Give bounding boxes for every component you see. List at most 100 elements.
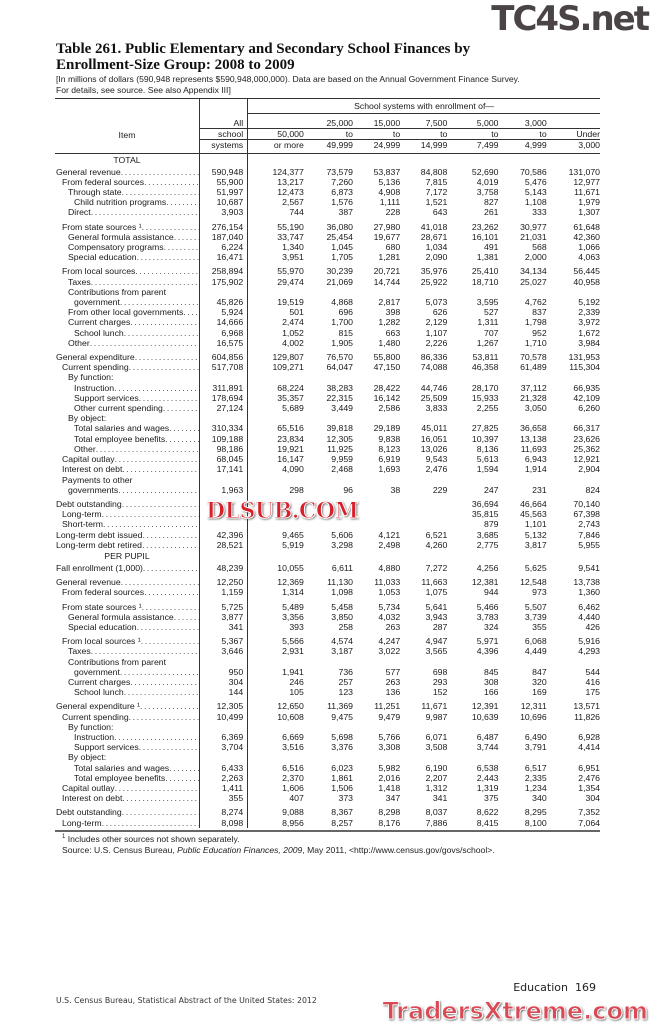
column-header: systems xyxy=(199,139,249,154)
row-label: By object: xyxy=(55,413,200,424)
table-row: From federal sources 55,900 13,217 7,260 5,1… xyxy=(55,176,600,188)
dot-leader xyxy=(113,722,198,732)
row-value: 11,663 xyxy=(421,577,448,588)
row-label-text: Current charges xyxy=(68,317,131,328)
row-label: Other current spending xyxy=(55,403,200,414)
row-value: 6,669 xyxy=(282,731,304,742)
dot-leader xyxy=(102,509,199,519)
row-value: 10,696 xyxy=(520,711,547,722)
row-value: 21,031 xyxy=(520,231,547,242)
row-value xyxy=(353,752,400,762)
row-label-wrap: From federal sources xyxy=(55,177,199,187)
row-value: 2,016 xyxy=(378,772,401,783)
watermark-top: TC4S.net xyxy=(491,0,650,39)
row-label-wrap: Instruction xyxy=(55,732,199,742)
table-row: Long-term 35,815 45,563 67,398 xyxy=(55,509,600,520)
row-label-text: Contributions from parent xyxy=(68,286,167,297)
row-value: 6,071 xyxy=(425,731,448,742)
table-title-line2: Enrollment-Size Group: 2008 to 2009 xyxy=(56,56,295,73)
row-value: 8,956 xyxy=(282,817,304,828)
row-value: 11,671 xyxy=(421,701,448,712)
row-value xyxy=(400,509,447,519)
row-label: By function: xyxy=(55,721,200,732)
row-value: 109,188 xyxy=(199,433,249,444)
row-value: 9,541 xyxy=(578,562,600,573)
row-value: 973 xyxy=(532,587,547,598)
table-row: Compensatory programs 6,224 1,340 1,045 680 1… xyxy=(55,242,600,253)
row-value: 3,817 xyxy=(524,539,547,550)
row-value: 11,826 xyxy=(574,711,600,722)
column-header: 7,499 xyxy=(476,140,499,151)
row-value: 847 xyxy=(532,666,547,677)
row-label: Contributions from parent xyxy=(55,286,200,298)
row-value: 3,758 xyxy=(476,187,499,198)
table-row: governments 1,963 298 96 38 229 247 231 824 xyxy=(55,484,600,495)
row-value: 3,298 xyxy=(331,539,354,550)
row-value: 8,295 xyxy=(524,807,547,818)
source-note: Source: U.S. Census Bureau, Public Educa… xyxy=(62,845,495,856)
row-label: Long-term debt retired xyxy=(55,539,200,550)
row-value: 231 xyxy=(532,484,547,495)
row-value: 491 xyxy=(484,242,499,253)
row-value: 169 xyxy=(532,687,547,698)
row-value: 12,921 xyxy=(573,454,600,465)
row-value: 4,908 xyxy=(378,187,401,198)
source-title: Public Education Finances, 2009 xyxy=(177,844,303,855)
row-value: 1,963 xyxy=(199,484,249,495)
row-value: 11,130 xyxy=(327,577,354,588)
row-value: 13,217 xyxy=(277,176,304,187)
row-value: 3,903 xyxy=(199,207,249,218)
table-row: By function: xyxy=(55,372,600,383)
row-value xyxy=(499,722,547,732)
row-value: 35,815 xyxy=(471,509,499,520)
row-label-text: Total salaries and wages xyxy=(74,423,170,434)
row-label: Capital outlay xyxy=(55,454,200,465)
bottom-rule-cell xyxy=(55,827,600,832)
row-value xyxy=(304,722,353,732)
dot-leader xyxy=(141,636,199,646)
row-value: 6,190 xyxy=(425,762,448,773)
dot-leader xyxy=(169,423,198,433)
row-value: 355 xyxy=(532,621,547,632)
row-value: 1,282 xyxy=(378,317,401,328)
row-label: School lunch xyxy=(55,687,200,698)
row-value: 109,271 xyxy=(272,362,304,373)
row-value: 52,690 xyxy=(471,166,499,177)
row-value: 8,257 xyxy=(331,817,354,828)
row-label-text: From state sources ¹ xyxy=(62,601,142,612)
row-label-text: General formula assistance xyxy=(68,231,174,242)
row-label: Interest on debt xyxy=(55,464,200,475)
table-title: Table 261. Public Elementary and Seconda… xyxy=(56,41,470,73)
row-value: 1,480 xyxy=(378,337,401,348)
row-value: 4,396 xyxy=(476,646,499,657)
dot-leader xyxy=(106,413,198,423)
table-row: Direct 3,903 744 387 228 643 261 333 1,307 xyxy=(55,207,600,218)
column-header: to xyxy=(539,129,547,140)
row-value: 12,548 xyxy=(520,577,547,588)
row-label-text: Child nutrition programs xyxy=(74,197,167,208)
dot-leader xyxy=(113,372,198,382)
row-value xyxy=(199,372,249,383)
row-value: 6,919 xyxy=(378,454,401,465)
row-value: 5,192 xyxy=(578,297,600,308)
row-value: 5,725 xyxy=(199,601,249,612)
row-label-wrap: Contributions from parent xyxy=(55,287,199,297)
row-value xyxy=(353,475,400,485)
row-label-text: Total employee benefits xyxy=(74,772,166,783)
row-label: Long-term xyxy=(55,817,200,828)
page-number-block: Education 169 xyxy=(513,981,596,994)
row-label: Fall enrollment (1,000) xyxy=(55,562,200,574)
row-value: 5,689 xyxy=(282,403,304,414)
row-value: 11,671 xyxy=(574,187,600,198)
row-value xyxy=(199,519,249,530)
row-value: 1,606 xyxy=(282,782,304,793)
row-label: General expenditure ¹ xyxy=(55,701,200,712)
row-value: 1,098 xyxy=(331,587,354,598)
row-label-wrap: Other xyxy=(55,338,199,348)
row-label: Through state xyxy=(55,187,200,198)
row-value: 55,800 xyxy=(373,352,401,363)
row-label-wrap: Short-term xyxy=(55,519,199,529)
row-value: 10,397 xyxy=(471,433,499,444)
dot-leader xyxy=(120,667,199,677)
row-value xyxy=(304,287,353,297)
